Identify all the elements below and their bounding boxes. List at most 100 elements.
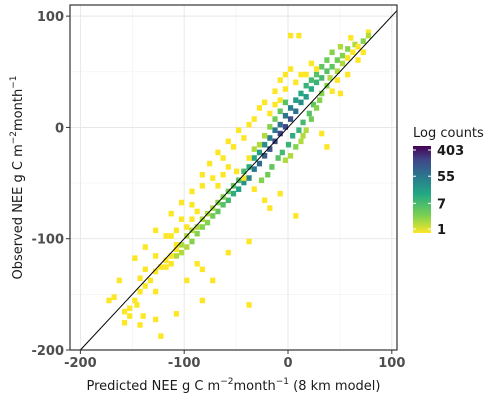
heatmap-bin	[142, 266, 148, 273]
heatmap-bin	[267, 135, 273, 141]
heatmap-bin	[285, 141, 292, 148]
heatmap-bin	[256, 105, 263, 111]
heatmap-bin	[246, 238, 252, 245]
heatmap-bin	[296, 127, 302, 133]
heatmap-bin	[241, 168, 247, 175]
heatmap-bin	[189, 238, 195, 245]
heatmap-bin	[134, 302, 140, 308]
heatmap-bin	[204, 219, 211, 226]
heatmap-bin	[220, 201, 226, 208]
heatmap-bin	[225, 138, 231, 145]
heatmap-bin	[293, 97, 299, 103]
heatmap-bin	[246, 175, 252, 181]
heatmap-bin	[303, 82, 309, 89]
heatmap-bin	[142, 283, 148, 289]
heatmap-bin	[179, 199, 185, 206]
heatmap-bin	[298, 99, 304, 106]
heatmap-bin	[282, 112, 288, 119]
heatmap-bin	[365, 32, 372, 39]
x-axis-title: Predicted NEE g C m−2month−1 (8 km model…	[87, 377, 381, 394]
heatmap-bin	[225, 249, 231, 256]
heatmap-bin	[300, 132, 306, 139]
heatmap-bin	[329, 63, 335, 70]
heatmap-bin	[319, 130, 325, 137]
heatmap-bin	[272, 127, 278, 133]
heatmap-bin	[179, 242, 185, 248]
heatmap-bin	[256, 149, 263, 156]
heatmap-bin	[277, 121, 283, 128]
heatmap-bin	[142, 244, 148, 250]
heatmap-bin	[106, 297, 112, 304]
heatmap-bin	[265, 171, 271, 178]
heatmap-bin	[179, 249, 185, 256]
heatmap-bin	[360, 38, 366, 44]
heatmap-bin	[282, 71, 288, 78]
x-tick-label: -200	[64, 356, 97, 371]
heatmap-bin	[275, 155, 281, 161]
heatmap-bin	[230, 144, 237, 150]
heatmap-bin	[267, 110, 273, 117]
heatmap-bin	[127, 313, 133, 319]
heatmap-bin	[350, 49, 356, 56]
heatmap-bin	[313, 71, 320, 78]
heatmap-bin	[277, 97, 283, 103]
heatmap-bin	[300, 119, 306, 126]
heatmap-bin	[225, 164, 231, 170]
heatmap-bin	[194, 230, 200, 237]
y-tick-label: 100	[37, 10, 64, 25]
heatmap-bin	[269, 164, 275, 170]
heatmap-bin	[153, 268, 159, 275]
heatmap-bin	[225, 197, 231, 204]
heatmap-bin	[158, 264, 164, 270]
y-axis-title-part: Observed NEE g C m	[11, 144, 26, 279]
heatmap-bin	[241, 135, 247, 141]
x-axis-title-part: month	[234, 379, 276, 394]
heatmap-bin	[329, 88, 335, 95]
heatmap-bin	[277, 77, 283, 83]
heatmap-bin	[282, 124, 288, 130]
heatmap-bin	[258, 177, 265, 184]
legend-ticks: 403 55 7 1	[413, 144, 464, 238]
y-tick-label: -100	[31, 233, 64, 248]
heatmap-bin	[210, 175, 216, 181]
legend-colorbar	[413, 146, 431, 233]
x-tick-label: -100	[168, 356, 201, 371]
heatmap-bin	[215, 183, 221, 189]
heatmap-bin	[241, 179, 247, 186]
heatmap-bin	[293, 108, 299, 115]
heatmap-bin	[267, 205, 273, 211]
heatmap-bin	[199, 297, 205, 304]
heatmap-bin	[277, 190, 283, 197]
heatmap-bin	[173, 242, 179, 248]
heatmap-bin	[288, 105, 294, 111]
heatmap-bin	[293, 79, 299, 86]
heatmap-bin	[140, 313, 146, 319]
heatmap-bin	[303, 71, 309, 78]
x-tick-label: 0	[283, 356, 292, 371]
heatmap-bin	[194, 260, 200, 267]
legend-label: 7	[437, 197, 446, 212]
x-axis-title-sup: −1	[276, 377, 289, 387]
heatmap-bin	[262, 141, 268, 148]
heatmap-bin	[163, 233, 169, 239]
heatmap-bin	[329, 49, 335, 56]
heatmap-bin	[246, 121, 252, 128]
heatmap-bin	[345, 55, 351, 61]
heatmap-bin	[210, 277, 216, 284]
heatmap-bin	[168, 260, 174, 267]
heatmap-bin	[236, 127, 242, 133]
heatmap-bin	[334, 57, 340, 63]
heatmap-bin	[293, 213, 299, 219]
heatmap-bin	[303, 127, 309, 133]
heatmap-bin	[230, 190, 237, 197]
heatmap-bin	[147, 277, 154, 284]
heatmap-bin	[337, 90, 344, 97]
heatmap-bin	[173, 253, 179, 259]
heatmap-bin	[355, 43, 361, 50]
heatmap-bin	[163, 264, 169, 270]
y-axis-title-part: month	[11, 89, 26, 131]
heatmap-bin	[334, 68, 340, 74]
heatmap-bin	[179, 216, 185, 223]
heatmap-bin	[137, 275, 143, 281]
one-to-one-line	[80, 10, 398, 351]
